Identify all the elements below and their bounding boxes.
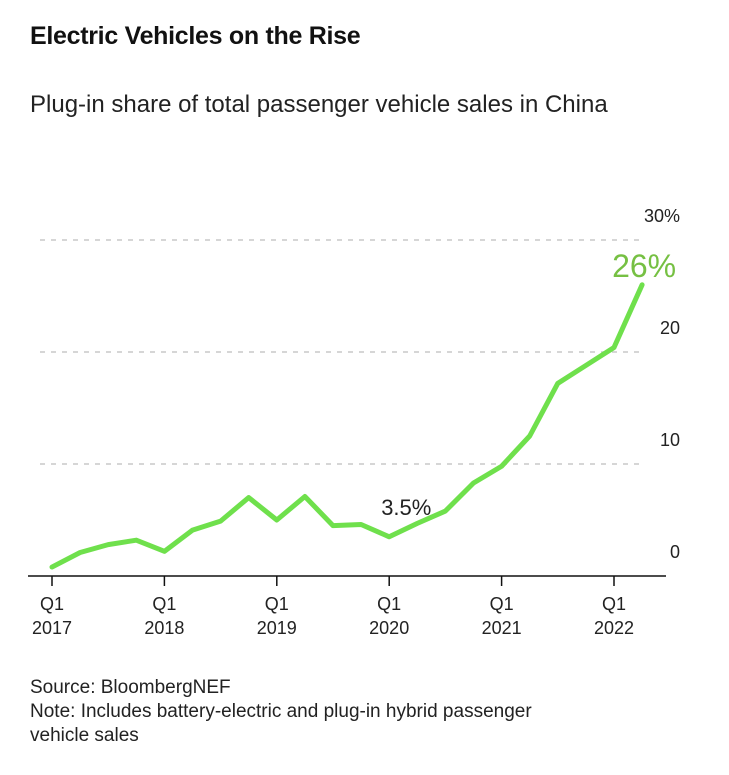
line xyxy=(49,282,645,570)
source: Source: BloombergNEF xyxy=(30,677,231,698)
x-tick-label: Q1 2022 xyxy=(593,594,635,638)
x-tick-label: Q1 2019 xyxy=(256,594,297,638)
x-tick-label: Q1 2020 xyxy=(369,594,410,638)
note: Note: Includes battery-electric and plug… xyxy=(30,701,532,746)
x-tick-label: Q1 2021 xyxy=(481,594,522,638)
x-tick-label: Q1 2018 xyxy=(144,594,185,638)
value-label: 3.5% xyxy=(381,495,431,520)
x-tick-label: Q1 2017 xyxy=(31,594,73,638)
y-tick-label: 20 xyxy=(660,318,680,338)
value-label: 26% xyxy=(612,248,676,284)
y-tick-label: 0 xyxy=(670,542,680,562)
y-tick-label: 10 xyxy=(660,430,680,450)
chart-subtitle: Plug-in share of total passenger vehicle… xyxy=(30,91,608,118)
chart-title: Electric Vehicles on the Rise xyxy=(30,22,361,50)
y-tick-label: 30% xyxy=(644,206,680,226)
